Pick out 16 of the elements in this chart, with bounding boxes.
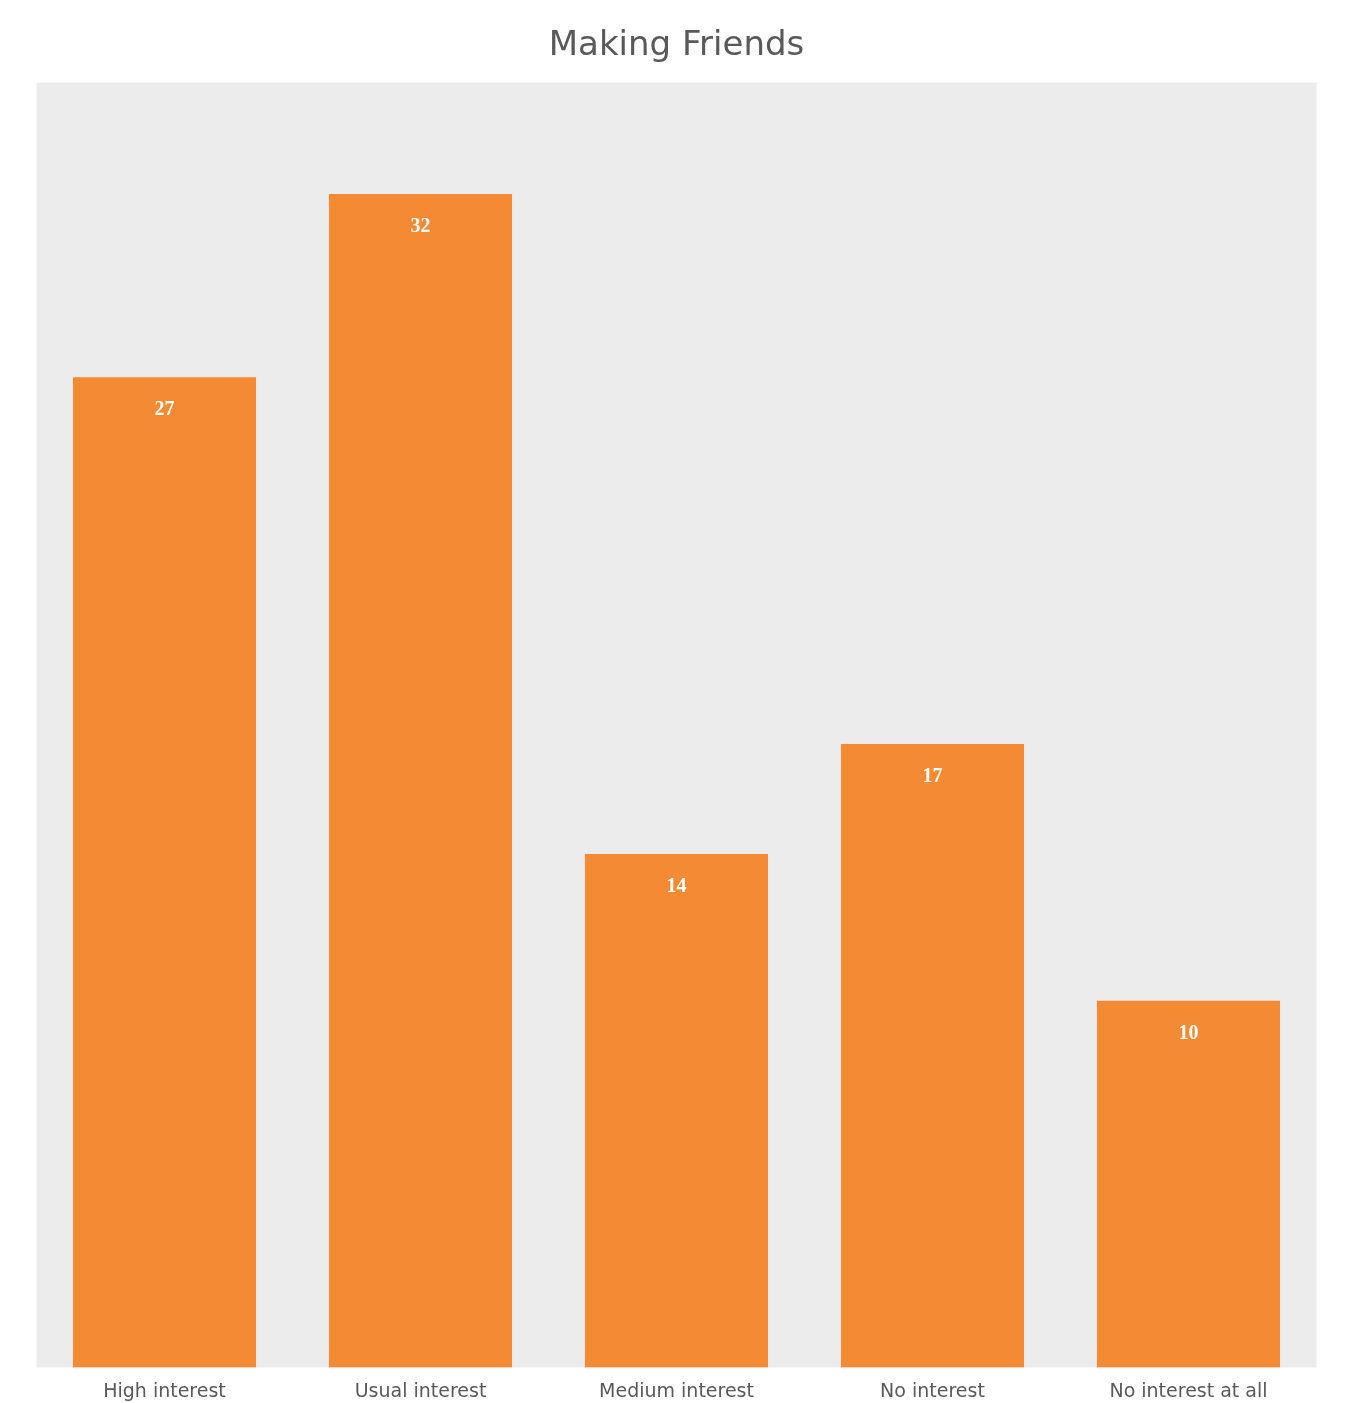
x-tick-label: Usual interest — [354, 1378, 487, 1401]
bar — [840, 744, 1025, 1368]
data-label: 32 — [410, 213, 431, 236]
bar — [584, 854, 769, 1368]
bar — [1096, 1000, 1281, 1368]
data-label: 10 — [1178, 1020, 1199, 1043]
x-tick-label: Medium interest — [599, 1378, 754, 1401]
bar — [328, 193, 513, 1368]
chart-title: Making Friends — [548, 22, 805, 63]
x-tick-label: High interest — [103, 1378, 226, 1401]
x-tick-label: No interest at all — [1109, 1378, 1268, 1401]
data-label: 17 — [922, 764, 943, 787]
bar — [72, 377, 257, 1368]
data-label: 14 — [666, 874, 687, 897]
data-label: 27 — [154, 397, 175, 420]
x-tick-label: No interest — [880, 1378, 985, 1401]
